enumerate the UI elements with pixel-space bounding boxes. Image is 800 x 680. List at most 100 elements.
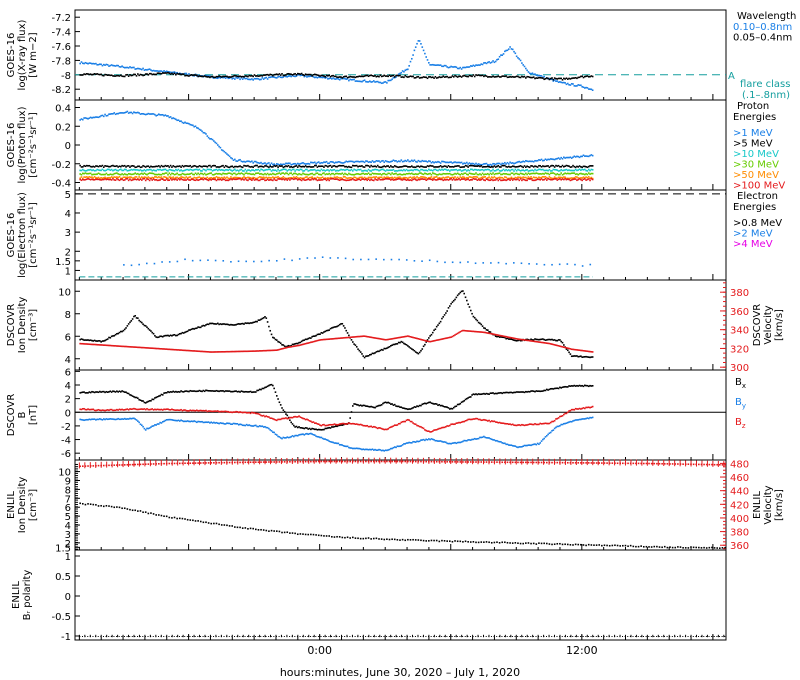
data-point	[316, 428, 319, 431]
data-point	[361, 75, 363, 78]
data-point	[261, 75, 264, 77]
data-point	[333, 176, 336, 179]
data-point	[338, 444, 341, 446]
data-point	[521, 177, 523, 179]
data-point	[127, 67, 130, 69]
data-point	[120, 330, 122, 333]
data-point	[510, 172, 513, 175]
data-point	[404, 178, 407, 181]
data-point	[224, 75, 227, 78]
data-point	[359, 404, 362, 407]
data-point	[384, 165, 387, 168]
data-point	[431, 76, 434, 79]
data-point	[319, 173, 321, 176]
data-point	[245, 423, 248, 426]
data-point	[363, 176, 366, 179]
data-point	[568, 347, 570, 350]
data-point	[185, 176, 188, 178]
data-point	[117, 176, 119, 179]
data-point	[279, 437, 282, 439]
data-point	[261, 425, 264, 428]
data-point	[142, 112, 144, 115]
data-point	[494, 392, 497, 395]
data-point	[388, 178, 391, 180]
data-point	[97, 116, 100, 119]
data-point	[85, 62, 88, 65]
data-point	[496, 172, 498, 175]
data-point	[456, 441, 459, 444]
data-point	[302, 427, 304, 429]
data-point	[473, 437, 476, 440]
data-point	[565, 164, 568, 167]
data-point	[228, 324, 231, 326]
data-point	[521, 165, 523, 168]
data-point	[209, 75, 211, 77]
data-point	[336, 442, 338, 445]
data-point	[247, 176, 249, 179]
data-point	[451, 301, 454, 303]
data-point	[317, 161, 320, 163]
data-point	[232, 178, 235, 180]
data-point	[87, 118, 89, 120]
data-point	[164, 419, 167, 422]
data-point	[158, 347, 160, 350]
data-point	[283, 168, 286, 171]
data-point	[490, 76, 493, 78]
data-point	[308, 337, 311, 339]
data-point	[201, 172, 203, 175]
data-point	[137, 169, 139, 171]
data-point	[85, 178, 88, 181]
data-point	[317, 179, 320, 181]
data-point	[344, 161, 346, 164]
data-point	[160, 164, 163, 167]
data-point	[591, 178, 594, 181]
data-point	[88, 391, 91, 393]
data-point	[91, 418, 93, 421]
data-point	[104, 173, 106, 176]
data-point	[316, 435, 319, 438]
data-point	[306, 76, 308, 78]
data-point	[545, 339, 548, 341]
data-point	[265, 73, 268, 76]
data-point	[514, 391, 517, 394]
data-point	[237, 177, 240, 180]
data-point	[243, 350, 245, 353]
data-point	[545, 169, 548, 172]
data-point	[138, 421, 140, 424]
data-point	[130, 320, 133, 322]
data-point	[323, 172, 325, 174]
data-point	[223, 166, 226, 169]
data-point	[401, 341, 404, 344]
data-point	[367, 165, 370, 167]
data-point	[219, 165, 222, 168]
data-point	[374, 168, 376, 171]
data-point	[260, 425, 262, 428]
data-point	[142, 400, 144, 402]
data-point	[413, 178, 416, 180]
data-point	[474, 262, 477, 265]
data-point	[467, 166, 469, 168]
data-point	[327, 173, 329, 176]
data-point	[363, 448, 366, 451]
data-point	[510, 176, 513, 179]
data-point	[418, 170, 421, 172]
data-point	[155, 347, 157, 350]
data-point	[199, 129, 202, 131]
data-point	[372, 352, 375, 355]
data-point	[227, 166, 230, 169]
data-point	[252, 75, 254, 78]
legend-entry: >10 MeV	[733, 149, 779, 160]
data-point	[156, 423, 159, 425]
data-point	[371, 160, 374, 162]
data-point	[258, 173, 261, 175]
data-point	[237, 423, 240, 426]
data-point	[325, 160, 328, 163]
data-point	[392, 343, 395, 346]
data-point	[510, 166, 513, 168]
data-point	[480, 74, 483, 77]
data-point	[134, 169, 137, 171]
data-point	[108, 113, 110, 115]
data-point	[79, 164, 81, 167]
data-point	[442, 65, 445, 68]
data-point	[205, 173, 207, 176]
